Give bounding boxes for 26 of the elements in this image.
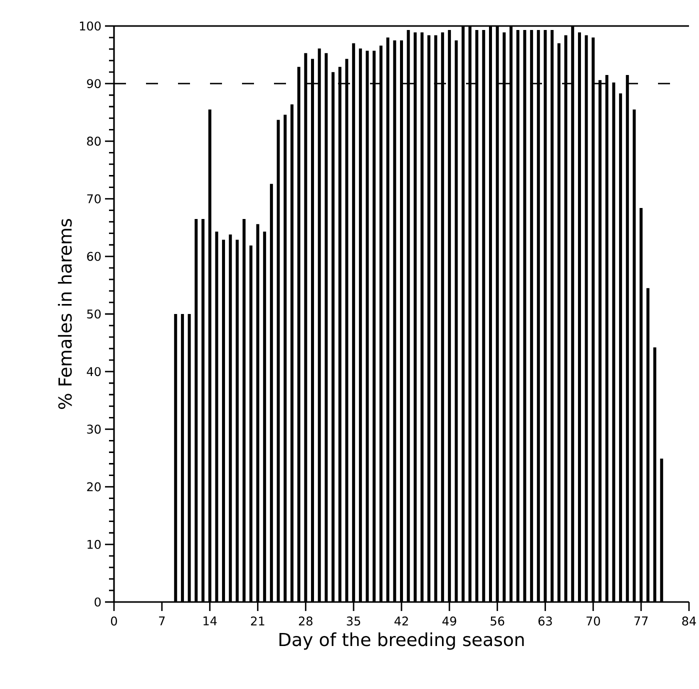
x-tick-label: 28 <box>298 616 312 626</box>
y-axis-title: % Females in harems <box>58 218 72 409</box>
y-tick-label: 10 <box>88 540 101 549</box>
y-tick-label: 70 <box>87 194 101 204</box>
x-tick-label: 14 <box>204 616 217 626</box>
y-tick-label: 0 <box>94 597 101 607</box>
y-tick-label: 100 <box>80 21 101 31</box>
x-tick-label: 56 <box>490 616 504 626</box>
x-tick-label: 70 <box>586 616 600 626</box>
x-tick-label: 7 <box>159 616 165 626</box>
y-tick-label: 80 <box>87 136 101 146</box>
x-tick-label: 21 <box>251 616 264 626</box>
x-tick-label: 77 <box>634 616 648 626</box>
x-axis-title: Day of the breeding season <box>280 632 524 650</box>
x-tick-label: 35 <box>346 616 360 626</box>
x-tick-label: 84 <box>682 616 696 626</box>
y-tick-label: 90 <box>87 79 101 88</box>
y-tick-label: 30 <box>87 424 101 434</box>
x-tick-label: 0 <box>110 616 118 626</box>
x-tick-label: 63 <box>538 616 552 626</box>
y-tick-label: 20 <box>87 482 101 492</box>
y-tick-label: 60 <box>87 252 101 261</box>
x-tick-label: 49 <box>442 616 456 626</box>
y-tick-label: 40 <box>86 367 101 376</box>
x-tick-label: 42 <box>394 616 408 626</box>
y-tick-label: 50 <box>87 309 101 319</box>
